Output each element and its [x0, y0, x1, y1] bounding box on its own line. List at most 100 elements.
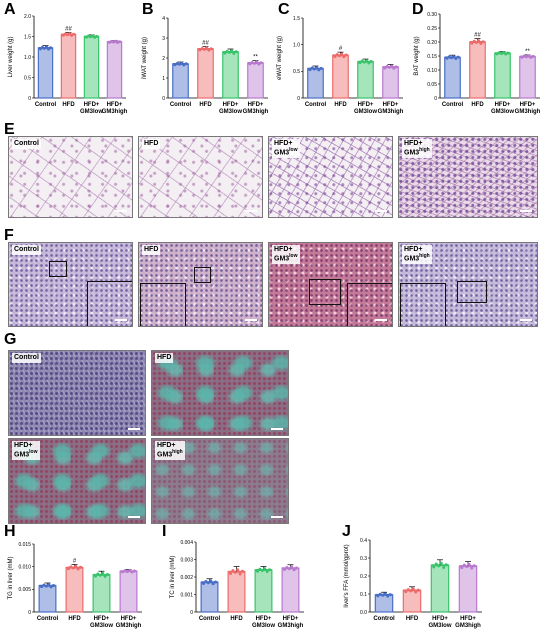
- histology-e-control: Control: [8, 136, 133, 218]
- category-label: HFD+: [121, 616, 137, 622]
- y-axis-label: liver's FFA (mmol/gprot): [344, 544, 350, 607]
- category-label: GM3high: [116, 623, 142, 629]
- data-point: [223, 51, 227, 55]
- data-point: [388, 593, 392, 597]
- category-label: GM3low: [90, 623, 113, 629]
- data-point: [506, 51, 510, 55]
- histology-f-hfd-label: HFD: [142, 245, 161, 256]
- panel-label-h: H: [4, 523, 16, 540]
- y-tick-label: 0.2: [360, 574, 367, 580]
- category-label: HFD+: [358, 102, 374, 108]
- category-label: HFD: [471, 102, 484, 108]
- y-tick-label: 4: [162, 16, 165, 22]
- data-point: [367, 61, 371, 65]
- data-point: [94, 574, 98, 578]
- chart-c-ewat-weight: 0 0.5 1.0 1.5 eWAT weight (g) Control # HFD HFD+…: [277, 16, 404, 115]
- category-label: GM3low: [354, 109, 377, 115]
- histology-f-control: Control: [8, 242, 133, 327]
- significance-marker: ##: [202, 41, 209, 47]
- significance-marker: **: [253, 55, 258, 61]
- group-label-sup: high: [419, 253, 430, 260]
- y-tick-label: 1: [162, 76, 165, 82]
- y-tick-label: 0.010: [18, 564, 31, 570]
- y-tick-label: 0.005: [18, 587, 31, 593]
- y-tick-label: 0: [28, 610, 31, 616]
- data-point: [252, 61, 256, 65]
- data-point: [232, 51, 236, 55]
- data-point: [118, 40, 122, 44]
- data-point: [202, 47, 206, 51]
- histology-g-hfd-label: HFD: [155, 353, 174, 364]
- data-point: [319, 66, 323, 70]
- histology-g-gm3-high-label: HFD+ GM3high: [155, 441, 185, 461]
- zoom-source-box: [309, 279, 341, 305]
- scale-bar: [128, 428, 140, 430]
- category-label: Control: [37, 616, 59, 622]
- data-point: [386, 594, 390, 598]
- scale-bar: [375, 210, 387, 212]
- data-point: [74, 564, 78, 568]
- data-point: [225, 49, 229, 53]
- y-tick-label: 0.003: [180, 557, 193, 563]
- y-axis-label: Liver weight (g): [8, 36, 14, 77]
- data-point: [49, 585, 53, 589]
- y-tick-label: 0.001: [180, 592, 193, 598]
- data-point: [67, 567, 71, 571]
- category-label: HFD+: [84, 102, 100, 108]
- zoom-inset: [347, 283, 392, 326]
- category-label: Control: [170, 102, 192, 108]
- category-label: HFD+: [495, 102, 511, 108]
- category-label: HFD+: [256, 616, 272, 622]
- data-point: [369, 59, 373, 63]
- data-point: [460, 566, 464, 570]
- y-tick-label: 0: [434, 96, 437, 102]
- data-point: [198, 48, 202, 52]
- data-point: [335, 53, 339, 57]
- data-point: [383, 592, 387, 596]
- histology-g-gm3-high: HFD+ GM3high: [151, 438, 289, 524]
- data-point: [125, 569, 129, 573]
- category-label: HFD: [199, 102, 212, 108]
- panel-label-d: D: [412, 1, 424, 18]
- data-point: [260, 568, 264, 572]
- data-point: [233, 570, 237, 574]
- data-point: [91, 34, 95, 38]
- data-point: [390, 64, 394, 68]
- y-tick-label: 2.0: [24, 14, 31, 20]
- group-label-sup: low: [289, 253, 298, 260]
- data-point: [95, 34, 99, 38]
- data-point: [101, 571, 105, 575]
- group-label: HFD+: [157, 442, 176, 449]
- chart-a-liver-weight: 0 0.5 1.0 1.5 2.0 Liver weight (g) Control ## HF…: [8, 14, 128, 115]
- data-point: [263, 567, 267, 571]
- data-point: [240, 569, 244, 573]
- data-point: [406, 588, 410, 592]
- category-label: Control: [373, 616, 395, 622]
- data-point: [177, 62, 181, 66]
- zoom-source-box: [49, 261, 67, 277]
- histology-e-gm3-low: HFD+ GM3low: [268, 136, 393, 218]
- histology-g-gm3-low: HFD+ GM3low: [8, 438, 146, 524]
- group-label-sup: low: [29, 449, 38, 456]
- data-point: [292, 568, 296, 572]
- data-point: [256, 569, 260, 573]
- data-point: [211, 582, 215, 586]
- data-point: [477, 39, 481, 43]
- category-label: HFD+: [94, 616, 110, 622]
- y-axis-label: TC in liver (mM): [170, 556, 176, 599]
- group-label: HFD+: [404, 140, 423, 147]
- y-tick-label: 1.0: [24, 55, 31, 61]
- scale-bar: [115, 319, 127, 321]
- panel-label-c: C: [278, 1, 290, 18]
- data-point: [290, 565, 294, 569]
- data-point: [68, 32, 72, 36]
- category-label: GM3high: [243, 109, 269, 115]
- data-point: [42, 583, 46, 587]
- data-point: [437, 564, 441, 568]
- panel-label-g: G: [4, 331, 17, 348]
- histology-f-gm3-high: HFD+ GM3high: [398, 242, 538, 327]
- data-point: [229, 572, 233, 576]
- y-tick-label: 2: [162, 56, 165, 62]
- group-label: HFD+: [14, 442, 33, 449]
